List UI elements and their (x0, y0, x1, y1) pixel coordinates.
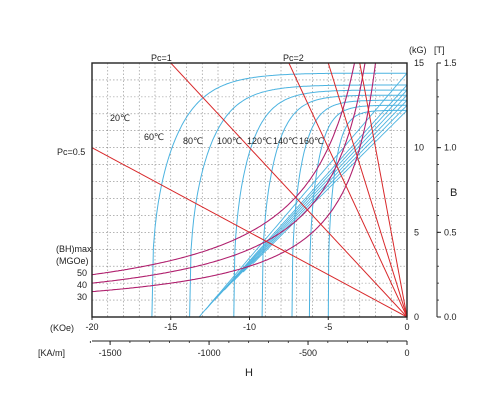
temperature-label: 100℃ (217, 136, 242, 146)
x-tick-label-koe: 0 (404, 322, 409, 332)
axes: -20 -15 -10 -5 0 -1500 -1000 -500 0 (KOe) [KA/m] H 0… (38, 45, 457, 379)
chart-annotations: 20℃ 60℃ 80℃ 100℃ 120℃ 140℃ 160℃ (BH)max (MGOe) 50… (56, 53, 324, 302)
energy-label-40: 40 (77, 280, 87, 290)
intrinsic-curve (291, 99, 407, 317)
intrinsic-curve (189, 84, 407, 317)
temperature-label: 20℃ (110, 113, 130, 123)
x-tick-label-kam: 0 (404, 348, 409, 358)
intrinsic-curve (308, 104, 407, 317)
x-unit-kam: [KA/m] (38, 348, 65, 358)
x-tick-label-koe: -20 (85, 322, 98, 332)
y-tick-label-tesla: 0.0 (444, 312, 457, 322)
y-tick-label-tesla: 0.5 (444, 227, 457, 237)
load-line-label: Pc=2 (283, 53, 304, 63)
energy-label-30: 30 (77, 292, 87, 302)
y-tick-label-kg: 15 (414, 58, 424, 68)
normal-curve (233, 99, 407, 282)
temperature-label: 120℃ (247, 136, 272, 146)
y-tick-label-tesla: 1.5 (444, 58, 457, 68)
y-unit-kg: (kG) (409, 45, 427, 55)
temperature-label: 80℃ (183, 136, 203, 146)
normal-curve (205, 84, 407, 311)
energy-curve-40 (92, 63, 366, 284)
x-tick-label-koe: -10 (243, 322, 256, 332)
intrinsic-curve (261, 94, 407, 317)
load-line-extra (327, 63, 407, 317)
y-tick-label-kg: 0 (414, 312, 419, 322)
temperature-label: 160℃ (299, 136, 324, 146)
load-lines (92, 63, 407, 317)
x-tick-label-koe: -15 (164, 322, 177, 332)
y-tick-label-tesla: 1.0 (444, 143, 457, 153)
temperature-label: 140℃ (273, 136, 298, 146)
x-unit-koe: (KOe) (50, 323, 74, 333)
energy-product-curves (92, 63, 377, 293)
normal-curve (223, 94, 407, 291)
intrinsic-curve (327, 109, 407, 317)
normal-curve (198, 72, 407, 317)
y-axis-title: B (450, 187, 457, 199)
normal-curve (242, 104, 407, 273)
x-tick-label-koe: -5 (324, 322, 332, 332)
energy-label-50: 50 (77, 268, 87, 278)
x-tick-label-kam: -500 (299, 348, 317, 358)
load-line-pc-2 (288, 63, 407, 317)
normal-curve (252, 110, 407, 265)
load-line-label: Pc=0.5 (57, 147, 85, 157)
load-line-pc-0.5 (92, 147, 407, 317)
energy-title-line1: (BH)max (56, 244, 92, 254)
load-line-pc-1 (170, 63, 407, 317)
energy-title-line2: (MGOe) (56, 256, 89, 266)
load-line-label: Pc=1 (151, 53, 172, 63)
intrinsic-curve (233, 89, 407, 317)
load-line-extra (359, 63, 407, 317)
energy-curve-30 (92, 63, 377, 293)
energy-curve-50 (92, 63, 356, 276)
intrinsic-curve (151, 72, 407, 317)
y-tick-label-kg: 5 (414, 227, 419, 237)
x-tick-label-kam: -1500 (99, 348, 122, 358)
x-tick-label-kam: -1000 (198, 348, 221, 358)
temperature-curves (151, 72, 407, 317)
y-tick-label-kg: 10 (414, 143, 424, 153)
temperature-label: 60℃ (144, 132, 164, 142)
y-unit-tesla: [T] (434, 45, 445, 55)
x-axis-title: H (245, 367, 253, 379)
normal-curve (214, 89, 407, 301)
